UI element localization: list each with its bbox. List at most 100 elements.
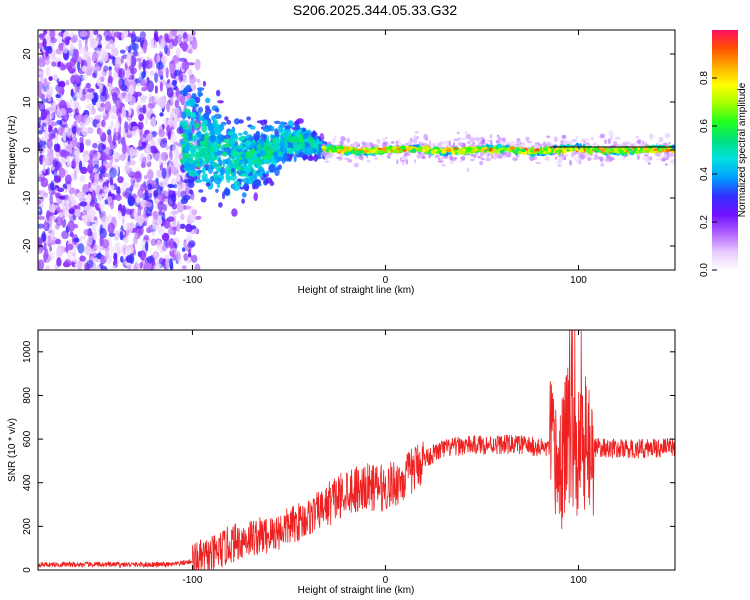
spectrogram-cell bbox=[165, 238, 170, 249]
spectrogram-cell bbox=[189, 163, 196, 172]
spectrogram-cell bbox=[116, 99, 121, 109]
spectrogram-cell bbox=[261, 139, 264, 149]
spectrogram-cell bbox=[502, 155, 506, 159]
spectrogram-cell bbox=[366, 155, 369, 159]
spectrogram-cell bbox=[47, 235, 52, 243]
spectrogram-cell bbox=[139, 31, 146, 40]
spectrogram-cell bbox=[73, 100, 79, 108]
spectrogram-cell bbox=[454, 157, 458, 160]
spectrogram-cell bbox=[84, 262, 90, 270]
spectrogram-cell bbox=[669, 153, 675, 157]
spectrogram-cell bbox=[176, 220, 181, 233]
spectrogram-cell bbox=[105, 35, 110, 42]
spectrogram-cell bbox=[216, 89, 221, 97]
spectrogram-cell bbox=[593, 141, 596, 147]
spectrogram-cell bbox=[258, 149, 266, 157]
spectrogram-cell bbox=[47, 95, 52, 102]
spectrogram-cell bbox=[390, 141, 395, 144]
spectrogram-cell bbox=[189, 189, 193, 195]
spectrogram-cell bbox=[92, 69, 98, 79]
spectrogram-cell bbox=[86, 65, 94, 71]
spectrogram-cell bbox=[101, 216, 109, 229]
spectrogram-cell bbox=[94, 173, 100, 181]
spectrogram-cell bbox=[466, 167, 470, 173]
spectrogram-cell bbox=[380, 154, 384, 158]
spectrogram-cell bbox=[181, 111, 187, 120]
spectrogram-cell bbox=[236, 148, 243, 153]
spectrogram-cell bbox=[287, 148, 293, 154]
spectrogram-cell bbox=[249, 175, 254, 182]
spectrogram-cell bbox=[55, 191, 61, 199]
spectrogram-cell bbox=[97, 58, 104, 63]
spectrogram-cell bbox=[253, 179, 261, 187]
spectrogram-cell bbox=[325, 144, 330, 148]
spectrogram-cell bbox=[86, 193, 92, 203]
spectrogram-cell bbox=[200, 196, 207, 203]
spectrogram-cell bbox=[249, 125, 256, 130]
spectrogram-cell bbox=[458, 142, 464, 146]
spectrogram-cell bbox=[241, 198, 246, 204]
spectrogram-cell bbox=[93, 156, 99, 162]
spectrogram-cell bbox=[516, 154, 520, 158]
spectrogram-cell bbox=[283, 131, 290, 138]
y-tick-label: 1000 bbox=[22, 340, 33, 363]
spectrogram-cell bbox=[347, 159, 353, 163]
spectrogram-cell bbox=[133, 181, 140, 189]
spectrogram-cell bbox=[98, 128, 103, 137]
spectrogram-cell bbox=[532, 156, 535, 160]
spectrogram-cell bbox=[601, 149, 605, 153]
spectrogram-cell bbox=[45, 66, 51, 77]
spectrogram-cell bbox=[512, 156, 518, 160]
spectrogram-cell bbox=[352, 150, 359, 154]
x-tick-label: 100 bbox=[570, 275, 587, 286]
spectrogram-cell bbox=[665, 148, 671, 153]
spectrogram-cell bbox=[82, 183, 90, 195]
spectrogram-cell bbox=[59, 149, 67, 157]
spectrogram-cell bbox=[124, 93, 132, 103]
spectrogram-cell bbox=[136, 146, 144, 151]
spectrogram-cell bbox=[496, 134, 500, 138]
spectrogram-cell bbox=[87, 88, 95, 93]
spectrogram-cell bbox=[348, 146, 354, 151]
spectrogram-cell bbox=[77, 127, 83, 136]
spectrogram-cell bbox=[83, 86, 88, 95]
spectrogram-cell bbox=[637, 154, 640, 160]
spectrogram-cell bbox=[111, 47, 118, 54]
spectrogram-cell bbox=[170, 105, 176, 117]
spectrogram-cell bbox=[571, 139, 578, 143]
spectrogram-cell bbox=[126, 55, 132, 67]
spectrogram-cell bbox=[211, 146, 220, 153]
spectrogram-cell bbox=[516, 137, 521, 143]
spectrogram-cell bbox=[555, 156, 558, 160]
spectrogram-cell bbox=[180, 213, 185, 221]
spectrogram-cell bbox=[174, 247, 178, 256]
chart-title: S206.2025.344.05.33.G32 bbox=[292, 2, 458, 18]
spectrogram-cell bbox=[604, 139, 607, 145]
spectrogram-cell bbox=[108, 167, 117, 179]
colorbar-tick-label: 0.4 bbox=[699, 167, 710, 181]
spectrogram-cell bbox=[72, 252, 76, 257]
spectrogram-cell bbox=[150, 238, 158, 246]
spectrogram-cell bbox=[62, 43, 68, 54]
spectrogram-cell bbox=[104, 101, 112, 113]
spectrogram-cell bbox=[82, 114, 91, 125]
spectrogram-cell bbox=[215, 188, 219, 193]
spectrogram-cell bbox=[212, 162, 218, 167]
spectrogram-cell bbox=[182, 31, 189, 44]
spectrogram-cell bbox=[653, 148, 658, 151]
spectrogram-cell bbox=[561, 134, 567, 139]
spectrogram-cell bbox=[92, 230, 97, 241]
spectrogram-cell bbox=[38, 42, 43, 49]
spectrogram-cell bbox=[191, 209, 198, 216]
spectrogram-cell bbox=[173, 183, 178, 189]
spectrogram-cell bbox=[187, 49, 193, 54]
spectrogram-cell bbox=[64, 53, 69, 60]
spectrogram-cell bbox=[189, 120, 196, 127]
spectrogram-cell bbox=[481, 137, 486, 144]
spectrogram-cell bbox=[564, 153, 569, 158]
spectrogram-cell bbox=[109, 153, 114, 166]
spectrogram-cell bbox=[277, 156, 285, 162]
spectrogram-cell bbox=[42, 38, 47, 48]
spectrogram-cell bbox=[348, 150, 351, 153]
spectrogram-cell bbox=[605, 149, 611, 153]
